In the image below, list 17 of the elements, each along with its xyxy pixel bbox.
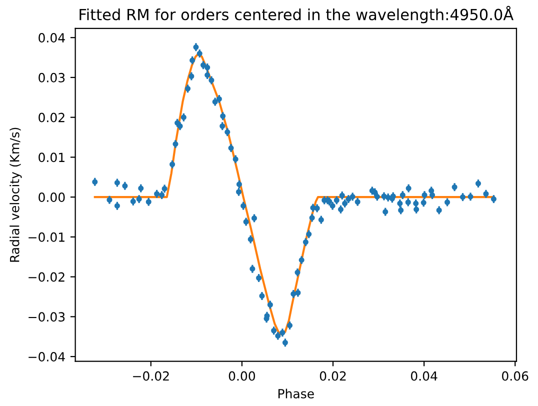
y-tick-label: −0.04 (28, 352, 65, 362)
x-tick-label: 0.00 (228, 371, 256, 381)
x-tick-label: 0.04 (410, 371, 438, 381)
x-tick-label: 0.02 (320, 371, 346, 381)
y-axis-title: Radial velocity (Km/s) (10, 128, 22, 262)
y-tick-label: 0.02 (38, 112, 64, 122)
y-tick-label: 0.00 (38, 192, 65, 202)
y-tick-label: −0.01 (28, 232, 64, 242)
x-tick-label: −0.02 (133, 371, 169, 381)
y-tick-label: 0.03 (38, 72, 65, 82)
y-tick-label: −0.02 (28, 272, 64, 282)
x-axis-title: Phase (278, 388, 314, 398)
x-tick-label: 0.06 (502, 371, 528, 381)
y-tick-label: 0.01 (38, 152, 64, 162)
chart-title: Fitted RM for orders centered in the wavelength:4950.0Å (80, 6, 514, 24)
y-tick-label: −0.03 (28, 312, 65, 322)
y-tick-label: 0.04 (38, 33, 65, 43)
